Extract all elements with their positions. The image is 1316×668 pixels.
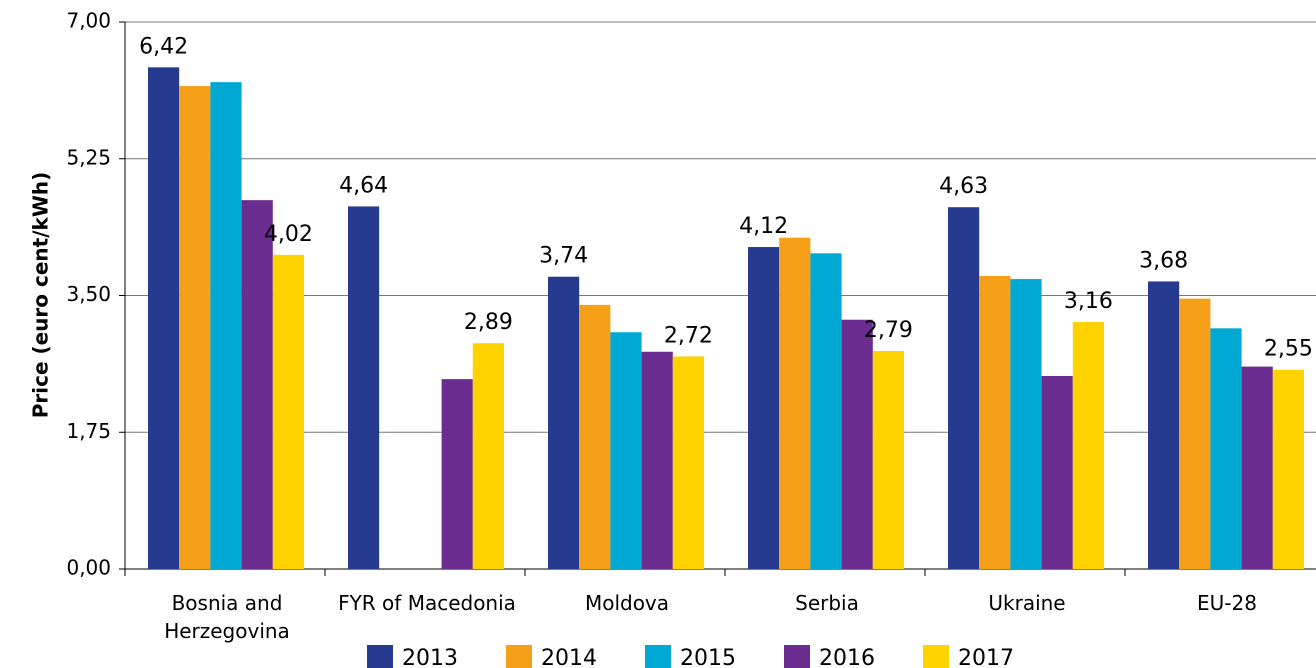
x-tick-label: FYR of Macedonia [338, 591, 516, 615]
bar [272, 254, 304, 569]
x-tick-label: Serbia [795, 591, 859, 615]
data-label: 4,02 [264, 222, 313, 247]
bar [210, 82, 242, 570]
bar [1241, 366, 1273, 569]
legend-swatch [367, 645, 393, 668]
legend-label: 2016 [819, 646, 875, 668]
bar [748, 247, 780, 569]
bar [1148, 281, 1180, 569]
bar [1010, 279, 1042, 569]
bar [672, 356, 704, 569]
data-label: 6,42 [139, 34, 188, 59]
bar [148, 67, 180, 569]
data-label: 4,63 [939, 174, 988, 199]
bar [610, 332, 642, 569]
y-tick-label: 0,00 [66, 556, 111, 580]
x-tick-label: Moldova [584, 591, 670, 615]
data-label: 4,64 [339, 173, 388, 198]
bar [1179, 298, 1211, 569]
bar [441, 379, 473, 569]
y-tick-label: 7,00 [66, 9, 111, 33]
data-label: 2,79 [864, 318, 913, 343]
data-label: 2,55 [1264, 337, 1313, 362]
legend-label: 2017 [958, 646, 1014, 668]
bar [1072, 322, 1104, 569]
bar [1041, 375, 1073, 569]
data-label: 3,16 [1064, 289, 1113, 314]
bar [579, 304, 611, 569]
legend-swatch [645, 645, 671, 668]
data-label: 3,68 [1139, 248, 1188, 273]
legend-label: 2013 [402, 646, 458, 668]
bar [179, 86, 211, 569]
bar [979, 275, 1011, 569]
data-label: 2,72 [664, 323, 713, 348]
y-axis-title: Price (euro cent/kWh) [29, 172, 53, 419]
y-tick-label: 1,75 [66, 419, 111, 443]
bar [348, 206, 380, 569]
data-label: 2,89 [464, 310, 513, 335]
bar [872, 350, 904, 569]
bar [472, 343, 504, 569]
y-tick-label: 5,25 [66, 145, 111, 169]
data-label: 4,12 [739, 214, 788, 239]
bar [948, 207, 980, 569]
legend-label: 2014 [541, 646, 597, 668]
x-tick-label: EU-28 [1197, 591, 1257, 615]
bar [548, 276, 580, 569]
bar [241, 200, 273, 569]
y-tick-label: 3,50 [66, 282, 111, 306]
x-tick-label: Bosnia and Herzegovina [164, 591, 290, 643]
legend-label: 2015 [680, 646, 736, 668]
bar [810, 253, 842, 569]
legend-swatch [784, 645, 810, 668]
bar [841, 319, 873, 569]
bar [641, 351, 673, 569]
bar [1210, 328, 1242, 569]
bar [1272, 369, 1304, 569]
data-label: 3,74 [539, 244, 588, 269]
legend-swatch [923, 645, 949, 668]
bar [779, 237, 811, 569]
legend-swatch [506, 645, 532, 668]
x-tick-label: Ukraine [988, 591, 1066, 615]
